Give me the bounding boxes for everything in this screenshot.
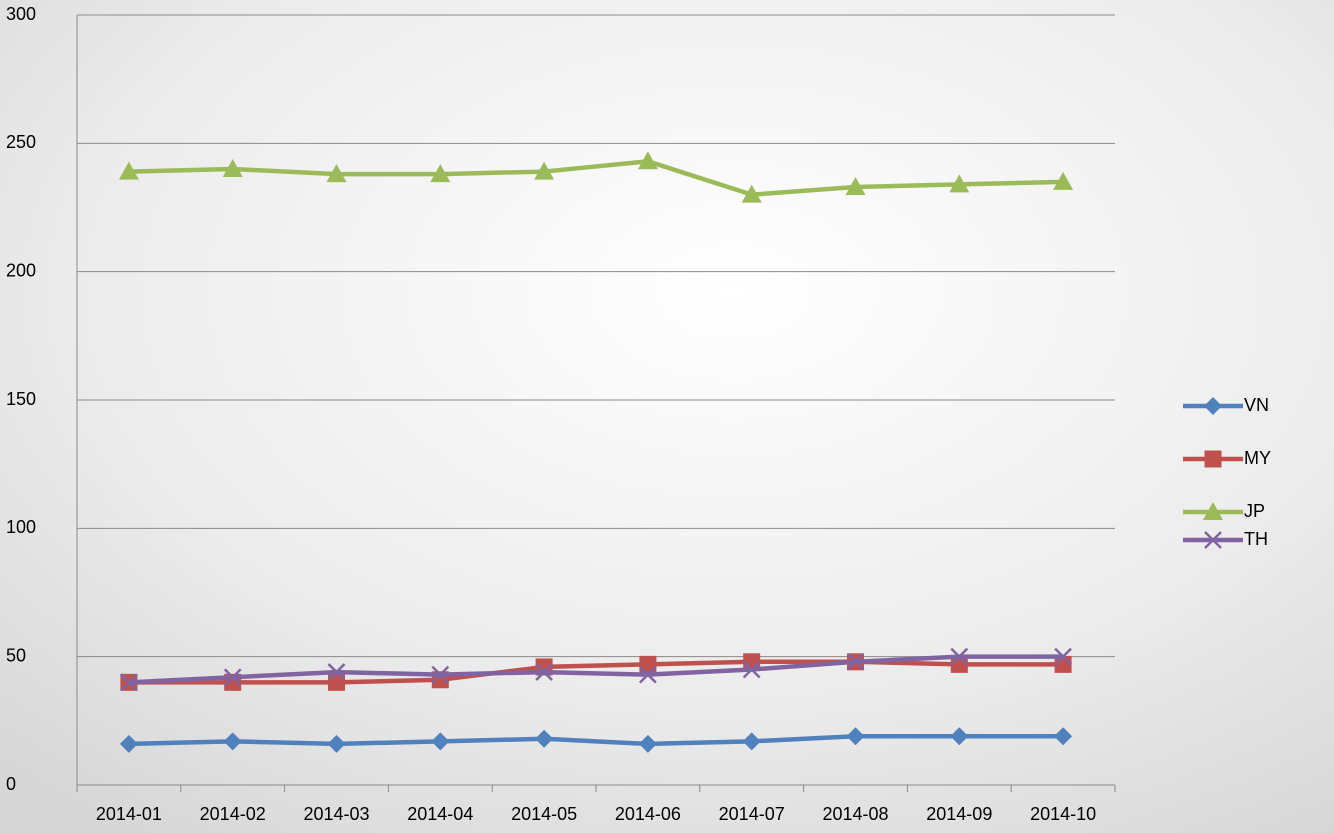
- x-tick-label: 2014-09: [926, 804, 992, 824]
- marker: [119, 734, 138, 753]
- marker: [638, 734, 657, 753]
- legend-label: VN: [1244, 395, 1269, 415]
- marker: [1203, 502, 1223, 520]
- marker: [120, 673, 138, 692]
- marker: [949, 174, 970, 193]
- y-tick-label: 0: [6, 774, 16, 794]
- series-line: [128, 733, 1064, 747]
- marker: [222, 159, 243, 177]
- marker: [223, 668, 242, 687]
- marker: [223, 732, 242, 751]
- y-tick-label: 250: [6, 132, 36, 152]
- series: [119, 727, 1073, 753]
- marker: [846, 652, 865, 671]
- x-tick-label: 2014-03: [303, 804, 369, 824]
- marker: [741, 184, 762, 203]
- series-line: [128, 654, 1064, 685]
- marker: [327, 734, 346, 753]
- marker: [431, 732, 450, 751]
- y-tick-label: 50: [6, 645, 26, 665]
- x-tick-label: 2014-07: [719, 804, 785, 824]
- marker: [1053, 171, 1074, 190]
- legend-label: TH: [1244, 529, 1268, 549]
- marker: [845, 176, 866, 195]
- marker: [742, 660, 761, 679]
- marker: [1204, 397, 1222, 415]
- marker: [118, 161, 139, 180]
- legend-label: JP: [1244, 501, 1265, 521]
- y-tick-label: 300: [6, 4, 36, 24]
- x-tick-label: 2014-01: [96, 804, 162, 824]
- marker: [1204, 450, 1222, 468]
- marker: [742, 732, 761, 751]
- x-tick-label: 2014-02: [200, 804, 266, 824]
- marker: [431, 665, 450, 684]
- marker: [950, 727, 969, 746]
- marker: [534, 161, 555, 180]
- marker: [327, 663, 346, 681]
- series-line: [128, 659, 1064, 685]
- x-tick-label: 2014-05: [511, 804, 577, 824]
- marker: [950, 647, 969, 666]
- marker: [535, 729, 554, 748]
- marker: [1054, 727, 1073, 746]
- x-tick-label: 2014-08: [822, 804, 888, 824]
- series: [120, 647, 1072, 692]
- x-tick-label: 2014-04: [407, 804, 473, 824]
- y-tick-label: 100: [6, 517, 36, 537]
- y-tick-label: 150: [6, 389, 36, 409]
- series-line: [128, 159, 1064, 197]
- legend-label: MY: [1244, 448, 1271, 468]
- marker: [1204, 531, 1222, 549]
- marker: [326, 164, 347, 183]
- marker: [430, 164, 451, 183]
- x-tick-label: 2014-10: [1030, 804, 1096, 824]
- marker: [637, 151, 658, 170]
- x-tick-label: 2014-06: [615, 804, 681, 824]
- series: [118, 151, 1074, 203]
- marker: [535, 663, 553, 681]
- marker: [846, 727, 865, 746]
- marker: [1054, 647, 1072, 666]
- y-tick-label: 200: [6, 260, 36, 280]
- marker: [639, 665, 657, 684]
